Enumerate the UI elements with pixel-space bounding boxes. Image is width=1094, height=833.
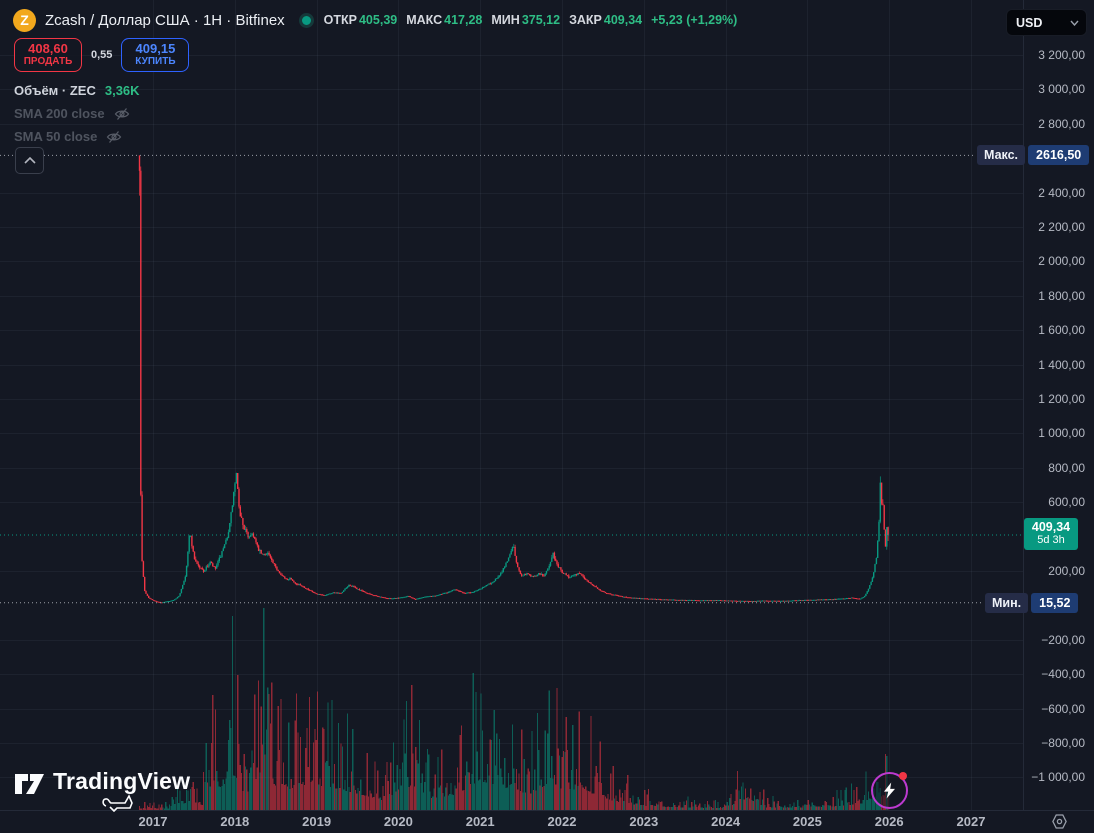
price-tick-label: −200,00 [1041,632,1085,647]
sma200-legend-row[interactable]: SMA 200 close [14,102,140,125]
close-value: 409,34 [603,13,643,27]
lightning-bolt-icon [884,782,895,799]
tradingview-wordmark: TradingView [53,768,191,794]
sell-label: ПРОДАТЬ [23,56,73,67]
timezone-settings-button[interactable] [1050,812,1069,831]
price-tick-label: 1 600,00 [1038,323,1085,338]
live-streams-button[interactable] [871,772,908,809]
chevron-up-icon [23,157,36,164]
time-axis-year-label: 2026 [874,814,904,829]
time-axis-year-label: 2018 [220,814,250,829]
notification-dot [899,772,907,780]
price-tick-label: −400,00 [1041,667,1085,682]
last-price-value: 409,34 [1031,519,1071,534]
max-tag-label: Макс. [977,145,1026,166]
min-tag-label: Мин. [985,592,1029,613]
time-axis-year-label: 2017 [138,814,168,829]
price-tick-label: 200,00 [1048,564,1085,578]
all-time-high-tag: Макс. 2616,50 [977,145,1090,166]
min-tag-value: 15,52 [1031,592,1079,613]
open-value: 405,39 [358,13,398,27]
visibility-off-icon[interactable] [114,107,130,121]
price-tick-label: 1 200,00 [1038,392,1085,406]
sma200-label: SMA 200 close [14,106,105,121]
all-time-low-tag: Мин. 15,52 [985,592,1079,613]
ohlc-readout: ОТКР 405,39 МАКС 417,28 МИН 375,12 ЗАКР 409,… [324,13,738,27]
visibility-off-icon[interactable] [106,130,122,144]
sma50-legend-row[interactable]: SMA 50 close [14,125,140,148]
price-tick-label: 3 200,00 [1038,48,1085,62]
collapse-legend-button[interactable] [15,147,44,174]
price-tick-label: −1 000,00 [1031,770,1085,785]
symbol-title[interactable]: Zcash / Доллар США · 1H · Bitfinex [45,11,285,29]
last-price-tag: 409,34 5d 3h [1024,517,1078,550]
bar-countdown: 5d 3h [1037,533,1065,546]
indicator-legend: Объём · ZEC 3,36K SMA 200 close SMA 50 c… [14,79,140,148]
time-axis-year-label: 2025 [792,814,822,829]
sma50-label: SMA 50 close [14,129,98,144]
price-tick-label: 800,00 [1048,460,1085,475]
low-label: МИН [491,13,520,27]
candlestick-chart[interactable] [0,0,1023,811]
price-tick-label: 600,00 [1048,495,1085,510]
price-tick-label: −800,00 [1041,736,1085,750]
time-axis-year-label: 2020 [383,814,413,829]
time-axis-year-label: 2019 [302,814,332,829]
tradingview-logo[interactable]: TradingView [14,768,191,812]
price-tick-label: 2 000,00 [1038,254,1085,269]
change-value: +5,23 (+1,29%) [651,13,738,27]
spread-value: 0,55 [91,49,113,61]
price-tick-label: 2 400,00 [1038,185,1085,200]
hexagon-dot-icon [1052,814,1067,829]
price-tick-label: 2 800,00 [1038,116,1085,131]
price-axis[interactable]: 3 200,00 3 000,00 2 800,00 2 400,00 2 200,00… [1023,0,1094,811]
low-value: 375,12 [521,13,561,27]
time-axis-year-label: 2022 [547,814,577,829]
price-tick-label: 1 800,00 [1038,288,1085,303]
trade-panel: 408,60 ПРОДАТЬ 0,55 409,15 КУПИТЬ [14,38,190,72]
buy-button[interactable]: 409,15 КУПИТЬ [121,38,190,72]
time-axis-year-label: 2027 [956,814,986,829]
tradingview-mark-icon [15,774,44,794]
currency-selector[interactable]: USD [1006,9,1087,36]
buy-price: 409,15 [135,41,176,56]
currency-value: USD [1016,15,1043,30]
buy-label: КУПИТЬ [135,56,176,67]
close-label: ЗАКР [569,13,602,27]
time-axis[interactable]: 2017 2018 2019 2020 2021 2022 2023 2024 2025 2026… [0,810,1094,833]
price-tick-label: 1 000,00 [1038,426,1085,441]
sell-price: 408,60 [28,41,68,56]
volume-value: 3,36K [104,83,140,98]
time-axis-year-label: 2024 [711,814,741,829]
high-label: МАКС [406,13,443,27]
volume-label: Объём · ZEC [14,83,96,98]
chevron-down-icon [1070,20,1079,26]
high-value: 417,28 [444,13,483,27]
price-tick-label: 1 400,00 [1038,357,1085,372]
time-axis-year-label: 2023 [629,814,659,829]
market-status-icon [298,12,314,28]
symbol-header: Z Zcash / Доллар США · 1H · Bitfinex ОТК… [13,7,737,33]
price-tick-label: 3 000,00 [1038,82,1085,97]
zcash-logo-icon: Z [13,8,36,32]
sell-button[interactable]: 408,60 ПРОДАТЬ [14,38,82,72]
volume-legend-row[interactable]: Объём · ZEC 3,36K [14,79,140,102]
price-tick-label: 2 200,00 [1038,220,1085,234]
open-label: ОТКР [323,13,357,27]
price-tick-label: −600,00 [1041,701,1085,716]
time-axis-year-label: 2021 [465,814,495,829]
max-tag-value: 2616,50 [1028,145,1090,166]
bull-doodle-icon [102,794,133,812]
